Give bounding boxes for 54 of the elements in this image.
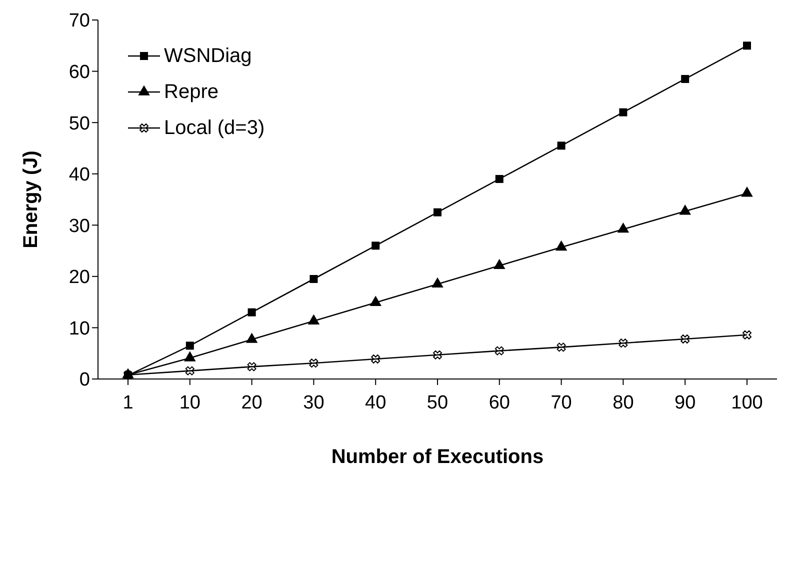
point — [433, 350, 442, 360]
point — [680, 334, 690, 344]
point — [494, 258, 506, 270]
point — [371, 354, 380, 364]
point — [247, 362, 256, 372]
x-tick-label: 60 — [488, 392, 510, 414]
point — [185, 366, 194, 376]
point — [370, 296, 382, 306]
y-tick-label: 40 — [68, 164, 90, 186]
point — [618, 338, 628, 348]
y-axis-title: Energy (J) — [20, 150, 42, 248]
point — [617, 222, 630, 233]
point — [434, 208, 442, 216]
x-tick-label: 20 — [241, 392, 262, 414]
y-tick-label: 10 — [68, 318, 90, 340]
point — [556, 342, 566, 352]
point — [681, 74, 690, 83]
y-tick-label: 0 — [79, 370, 90, 391]
y-tick-label: 60 — [68, 62, 90, 84]
y-tick-label: 30 — [68, 216, 90, 237]
x-tick-label: 10 — [179, 392, 200, 414]
point — [679, 204, 691, 215]
point — [495, 174, 504, 183]
x-tick-label: 70 — [550, 392, 572, 414]
y-tick-label: 50 — [68, 113, 90, 134]
legend-label: WSNDiag — [164, 44, 252, 68]
point — [246, 332, 258, 343]
point — [308, 314, 320, 324]
point — [310, 274, 318, 283]
x-tick-label: 100 — [731, 392, 763, 414]
point — [555, 240, 568, 251]
point — [557, 142, 566, 150]
point — [432, 277, 444, 288]
point — [741, 186, 753, 197]
x-tick-label: 80 — [612, 392, 634, 414]
point — [184, 351, 196, 362]
legend-label: Local (d=3) — [164, 116, 265, 140]
point — [372, 242, 380, 250]
point — [248, 308, 256, 316]
x-tick-label: 40 — [365, 392, 386, 414]
point — [743, 42, 751, 50]
x-tick-label: 30 — [303, 392, 324, 414]
x-tick-label: 50 — [426, 392, 448, 414]
legend-label: Repre — [164, 80, 218, 104]
y-tick-label: 70 — [68, 10, 90, 32]
x-axis-title: Number of Executions — [331, 446, 544, 468]
x-tick-label: 90 — [674, 392, 696, 414]
point — [742, 330, 752, 340]
point — [619, 108, 628, 116]
y-tick-label: 20 — [68, 267, 90, 288]
point — [494, 346, 504, 356]
point — [186, 342, 194, 350]
point — [309, 358, 318, 368]
x-tick-label: 1 — [122, 392, 134, 414]
